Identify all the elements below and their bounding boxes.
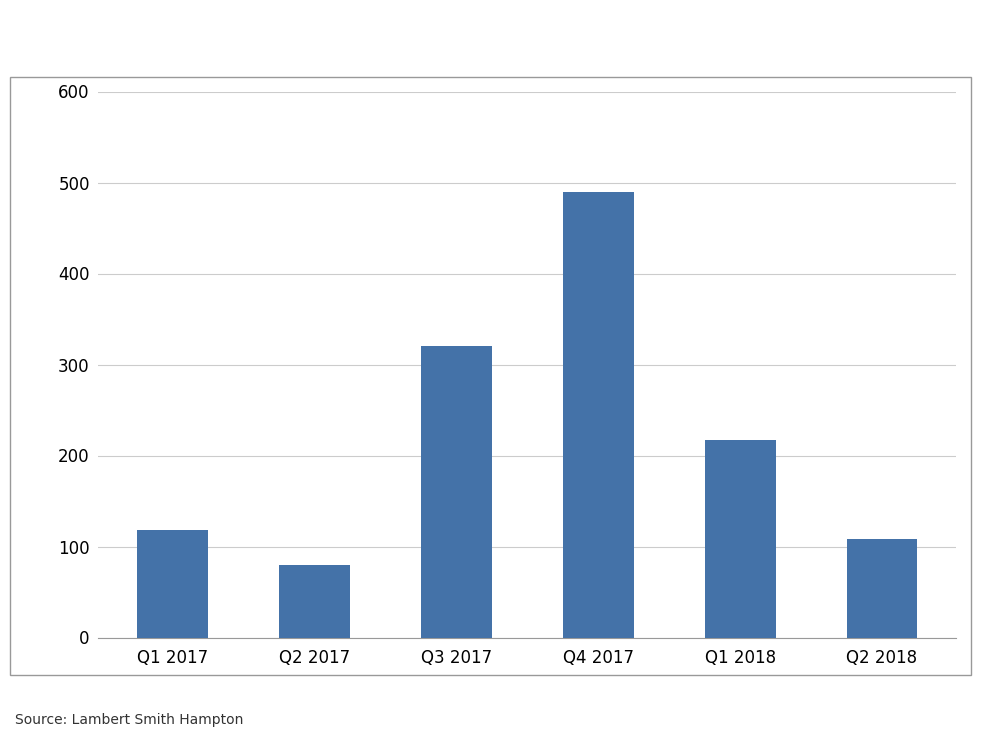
Text: Source: Lambert Smith Hampton: Source: Lambert Smith Hampton — [15, 713, 243, 727]
Bar — [421, 346, 491, 638]
Bar — [279, 565, 350, 638]
Bar — [704, 440, 776, 638]
Bar — [137, 530, 208, 638]
Bar — [847, 539, 917, 638]
Text: Manchester office investment volumes (£m): Manchester office investment volumes (£m… — [13, 19, 601, 43]
Bar — [563, 191, 634, 638]
